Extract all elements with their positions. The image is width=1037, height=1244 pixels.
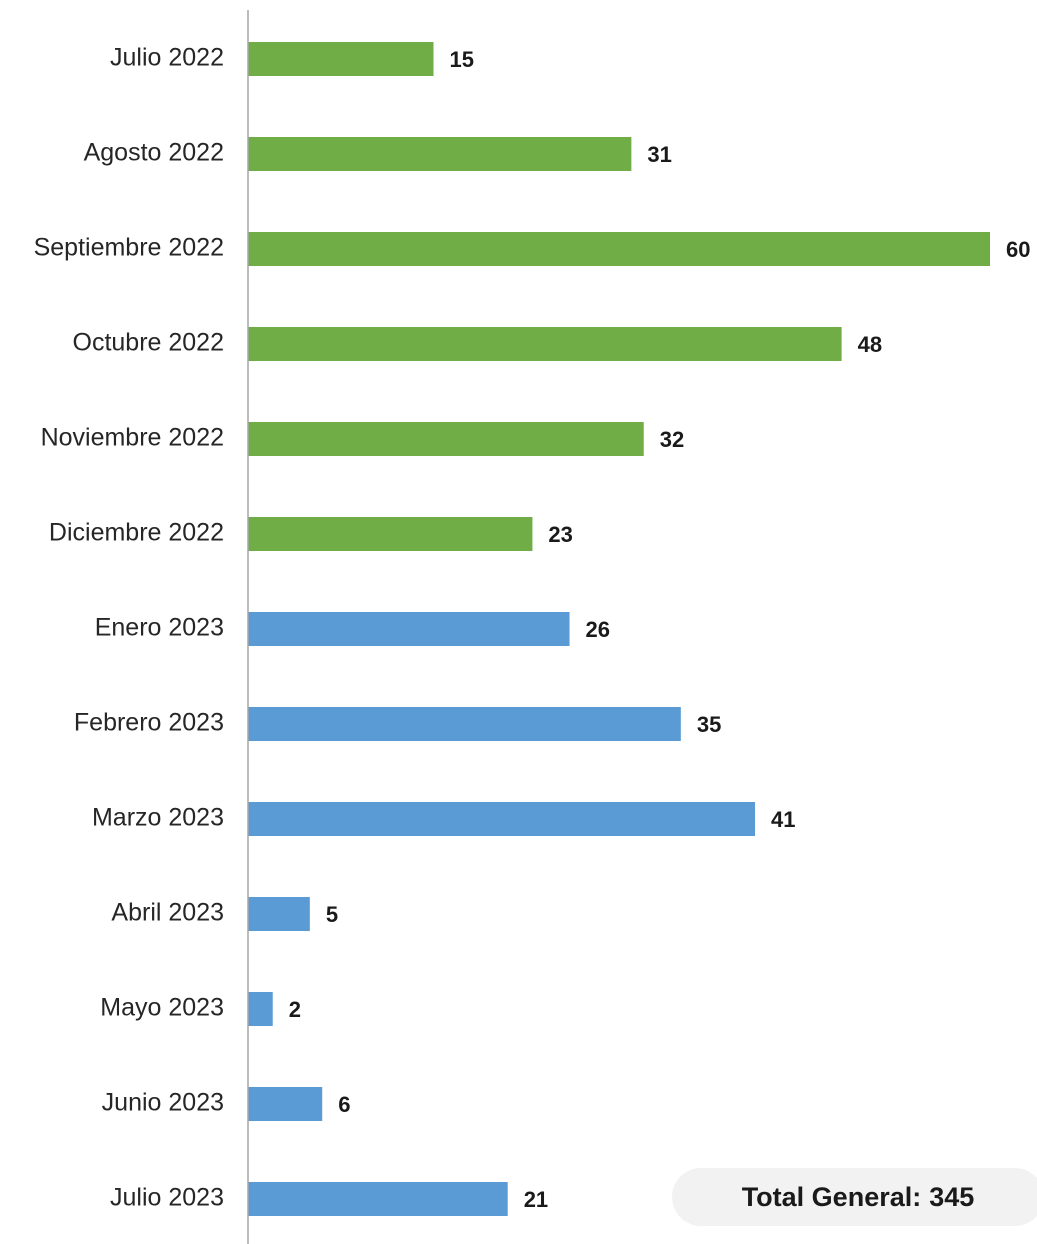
bar-noviembre-2022 <box>248 422 644 456</box>
category-label-noviembre-2022: Noviembre 2022 <box>41 424 224 452</box>
category-label-septiembre-2022: Septiembre 2022 <box>34 234 224 262</box>
value-label-noviembre-2022: 32 <box>660 427 684 452</box>
value-label-diciembre-2022: 23 <box>548 522 572 547</box>
value-label-octubre-2022: 48 <box>858 332 882 357</box>
value-label-junio-2023: 6 <box>338 1092 350 1117</box>
category-label-marzo-2023: Marzo 2023 <box>92 804 224 832</box>
value-label-julio-2023: 21 <box>524 1187 548 1212</box>
value-label-mayo-2023: 2 <box>289 997 301 1022</box>
value-label-julio-2022: 15 <box>450 47 474 72</box>
category-label-enero-2023: Enero 2023 <box>95 614 224 642</box>
bar-diciembre-2022 <box>248 517 533 551</box>
bars-layer <box>248 42 990 1216</box>
category-label-abril-2023: Abril 2023 <box>111 899 224 927</box>
category-label-octubre-2022: Octubre 2022 <box>73 329 225 357</box>
category-label-agosto-2022: Agosto 2022 <box>84 139 224 167</box>
bar-septiembre-2022 <box>248 232 990 266</box>
bar-enero-2023 <box>248 612 570 646</box>
total-general-value: 345 <box>929 1181 975 1212</box>
bar-julio-2023 <box>248 1182 508 1216</box>
category-label-diciembre-2022: Diciembre 2022 <box>49 519 224 547</box>
value-label-enero-2023: 26 <box>586 617 610 642</box>
category-label-junio-2023: Junio 2023 <box>102 1089 224 1117</box>
bar-julio-2022 <box>248 42 434 76</box>
total-general-label: Total General: <box>741 1181 922 1212</box>
category-label-julio-2022: Julio 2022 <box>110 44 224 72</box>
bar-mayo-2023 <box>248 992 273 1026</box>
value-label-marzo-2023: 41 <box>771 807 795 832</box>
bar-marzo-2023 <box>248 802 756 836</box>
bar-febrero-2023 <box>248 707 681 741</box>
category-label-febrero-2023: Febrero 2023 <box>74 709 224 737</box>
category-labels-layer: Julio 2022 Agosto 2022 Septiembre 2022 Octu… <box>34 44 224 1212</box>
value-label-abril-2023: 5 <box>326 902 338 927</box>
value-label-febrero-2023: 35 <box>697 712 721 737</box>
value-label-septiembre-2022: 60 <box>1006 237 1030 262</box>
bar-abril-2023 <box>248 897 310 931</box>
bar-agosto-2022 <box>248 137 632 171</box>
bar-junio-2023 <box>248 1087 323 1121</box>
category-label-mayo-2023: Mayo 2023 <box>100 994 224 1022</box>
total-general-badge: Total General: 345 <box>672 1168 1037 1226</box>
category-label-julio-2023: Julio 2023 <box>110 1184 224 1212</box>
value-label-agosto-2022: 31 <box>647 142 671 167</box>
bar-octubre-2022 <box>248 327 842 361</box>
